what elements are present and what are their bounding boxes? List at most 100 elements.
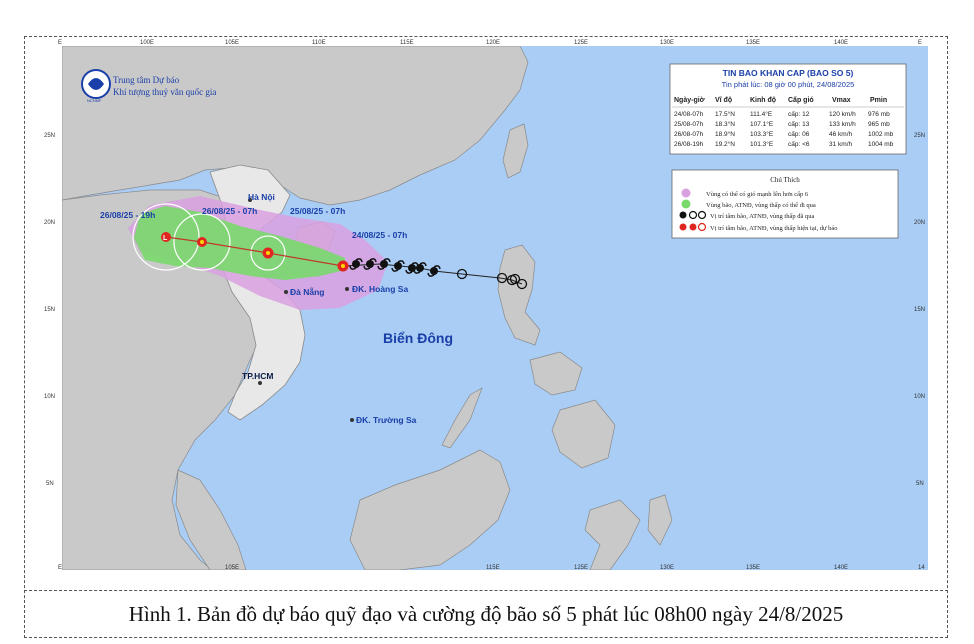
bulletin-cell: 976 mb — [868, 111, 890, 118]
logo-swirl — [88, 78, 104, 90]
bulletin-cell: 26/08-07h — [674, 131, 704, 138]
place-label-truongsa: ĐK. Trường Sa — [356, 415, 417, 425]
land-malay-peninsula — [175, 469, 247, 570]
bottom-tick-label: 130E — [660, 565, 674, 571]
past-depression-circle — [496, 272, 508, 284]
lat-tick-label: 10N — [44, 394, 55, 400]
bulletin-cell: 18.9°N — [715, 130, 735, 138]
lon-tick-label: E — [918, 40, 922, 46]
sea-label-bien-dong: Biển Đông — [383, 330, 453, 346]
land-taiwan — [502, 123, 529, 179]
past-storm-symbol — [413, 262, 427, 274]
figure-frame — [24, 36, 948, 638]
bottom-tick-label: 115E — [486, 565, 500, 571]
land-luzon — [497, 244, 541, 346]
lon-tick-label: 120E — [486, 40, 500, 46]
bulletin-cell: 31 km/h — [829, 141, 853, 148]
forecast-track-line — [165, 236, 344, 267]
past-positions — [349, 258, 441, 277]
legend-panel: Chú Thích Vùng có thể có gió mạnh lên hơ… — [671, 169, 899, 239]
lat-tick-label-right: 20N — [914, 220, 925, 226]
land-china — [62, 46, 529, 206]
land-borneo — [349, 449, 511, 570]
legend-item-current: Vị trí tâm bão, ATNĐ, vùng thấp hiện tại… — [710, 225, 838, 232]
lon-tick-label: 130E — [660, 40, 674, 46]
bulletin-cell: 17.5°N — [715, 110, 735, 118]
bulletin-cell: 133 km/h — [829, 121, 856, 128]
bulletin-cell: 24/08-07h — [674, 111, 704, 118]
lat-tick-label-right: 15N — [914, 307, 925, 313]
bulletin-header: Ngày-giờ — [674, 97, 705, 104]
city-marker-hanoi — [248, 198, 252, 202]
lon-tick-label: 140E — [834, 40, 848, 46]
bottom-tick-label: 125E — [574, 565, 588, 571]
place-label-hoangsa: ĐK. Hoàng Sa — [352, 284, 408, 294]
legend-swatch-past — [679, 210, 707, 220]
bulletin-cell: 1004 mb — [868, 141, 894, 148]
lat-tick-label: 15N — [44, 307, 55, 313]
past-depression-circle — [456, 268, 468, 280]
logo-line1: Trung tâm Dự báo — [113, 75, 180, 85]
bottom-tick-label: 140E — [834, 565, 848, 571]
bulletin-issued: Tin phát lúc: 08 giờ 00 phút, 24/08/2025 — [722, 80, 855, 89]
lon-tick-label: 110E — [312, 40, 326, 46]
lon-tick-label: 105E — [225, 40, 239, 46]
forecast-depression-symbol — [197, 237, 207, 247]
lat-tick-label-right: 5N — [916, 481, 924, 487]
forecast-low-symbol: L — [161, 232, 171, 242]
uncertainty-circle — [173, 213, 231, 271]
bulletin-cell: cấp: 13 — [788, 119, 810, 128]
bulletin-cell: cấp: 06 — [788, 129, 810, 138]
bottom-tick-label: 105E — [225, 565, 239, 571]
bulletin-header: Vĩ độ — [715, 97, 732, 104]
bulletin-cell: 46 km/h — [829, 131, 853, 138]
city-marker-hcm — [258, 381, 262, 385]
lat-tick-label: 20N — [44, 220, 55, 226]
place-label-hanoi: Hà Nội — [248, 192, 275, 202]
land-visayas — [529, 351, 583, 396]
legend-item-wind: Vùng có thể có gió mạnh lên hơn cấp 6 — [706, 191, 809, 198]
past-depression-circle — [509, 273, 521, 285]
track-label-25: 25/08/25 - 07h — [290, 206, 345, 216]
bulletin-cell: cấp: <6 — [788, 139, 810, 148]
figure-caption: Hình 1. Bản đồ dự báo quỹ đạo và cường đ… — [128, 602, 844, 626]
bulletin-header: Cấp gió — [788, 96, 814, 104]
bottom-tick-label: 135E — [746, 565, 760, 571]
legend-swatch-current — [679, 222, 707, 232]
bulletin-header: Pmin — [870, 97, 887, 104]
lon-tick-label: 125E — [574, 40, 588, 46]
land-palawan — [441, 387, 483, 449]
bulletin-header: Kinh độ — [750, 97, 776, 104]
storm-danger-zone — [134, 206, 345, 280]
past-storm-symbol — [391, 260, 405, 272]
bulletin-cell: cấp: 12 — [788, 109, 810, 118]
lat-tick-label: 25N — [44, 133, 55, 139]
bulletin-cell: 965 mb — [868, 121, 890, 128]
bulletin-title: TIN BAO KHAN CAP (BAO SO 5) — [723, 68, 854, 78]
city-marker-truongsa — [350, 418, 354, 422]
bulletin-cell: 1002 mb — [868, 131, 894, 138]
past-depression-circles — [456, 268, 528, 290]
land-halmahera — [647, 494, 673, 546]
caption-row: Hình 1. Bản đồ dự báo quỹ đạo và cường đ… — [24, 590, 948, 638]
bulletin-cell: 25/08-07h — [674, 121, 704, 128]
current-storm-symbol — [337, 260, 349, 272]
bottom-tick-label: E — [58, 565, 62, 571]
lat-tick-label-right: 10N — [914, 394, 925, 400]
forecast-storm-symbol — [262, 247, 274, 259]
bulletin-header: Vmax — [832, 97, 851, 104]
land-mindanao — [551, 399, 616, 469]
bulletin-cell: 101.3°E — [750, 140, 774, 148]
past-storm-symbol — [349, 258, 363, 270]
bulletin-panel: TIN BAO KHAN CAP (BAO SO 5) Tin phát lúc… — [669, 63, 907, 155]
svg-text:L: L — [163, 235, 168, 242]
bulletin-cell: 111.4°E — [750, 110, 773, 118]
bulletin-cell: 18.3°N — [715, 120, 735, 128]
land-indochina — [62, 189, 276, 570]
lat-tick-label-right: 25N — [914, 133, 925, 139]
bulletin-cell: 120 km/h — [829, 111, 856, 118]
legend-swatch-zone — [681, 199, 691, 209]
track-label-current: 24/08/25 - 07h — [352, 230, 407, 240]
lon-tick-label: 115E — [400, 40, 414, 46]
